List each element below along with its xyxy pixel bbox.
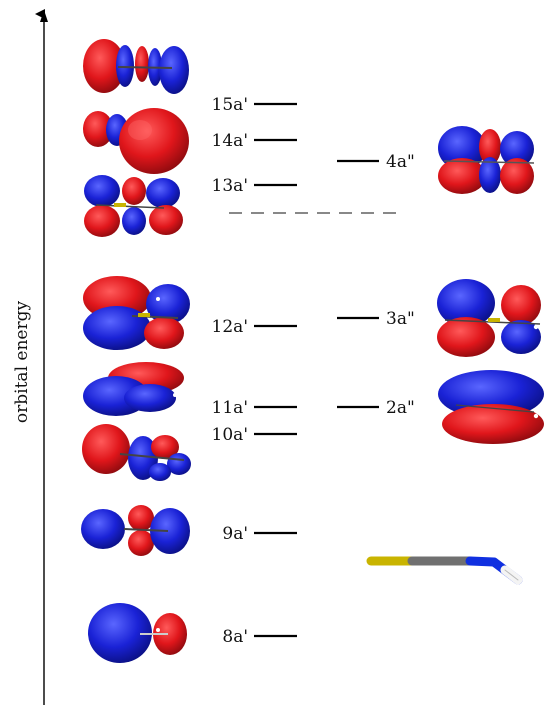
- level-label: 9a': [222, 524, 248, 544]
- level-label: 8a': [222, 627, 248, 647]
- level-15a-prime: 15a': [212, 95, 297, 115]
- level-label: 13a': [212, 176, 248, 196]
- level-label: 15a': [212, 95, 248, 115]
- orbital-15a-prime: [83, 39, 189, 94]
- level-10a-prime: 10a': [212, 425, 297, 445]
- molecule-model: [366, 556, 523, 585]
- orbital-2a-double-prime: [438, 370, 544, 444]
- a-prime-levels: 15a' 14a' 13a' 12a' 11a' 10a' 9a' 8a': [212, 95, 297, 647]
- level-label: 14a': [212, 131, 248, 151]
- level-label: 11a': [212, 398, 248, 418]
- orbital-3a-double-prime: [437, 279, 541, 357]
- orbital-8a-prime: [88, 603, 187, 663]
- level-3a-double-prime: 3a": [337, 309, 415, 329]
- orbital-14a-prime: [83, 108, 189, 174]
- level-label: 4a": [386, 152, 415, 172]
- level-8a-prime: 8a': [222, 627, 297, 647]
- orbital-13a-prime: [84, 175, 183, 237]
- energy-axis-arrow-icon: [40, 10, 48, 22]
- level-label: 3a": [386, 309, 415, 329]
- orbital-10a-prime: [82, 424, 191, 481]
- level-2a-double-prime: 2a": [337, 398, 415, 418]
- level-12a-prime: 12a': [212, 317, 297, 337]
- level-9a-prime: 9a': [222, 524, 297, 544]
- level-4a-double-prime: 4a": [337, 152, 415, 172]
- level-14a-prime: 14a': [212, 131, 297, 151]
- level-11a-prime: 11a': [212, 398, 297, 418]
- orbital-12a-prime: [83, 276, 190, 350]
- a-double-prime-levels: 4a" 3a" 2a": [337, 152, 415, 418]
- level-label: 2a": [386, 398, 415, 418]
- orbital-11a-prime: [83, 362, 184, 416]
- orbital-9a-prime: [81, 505, 190, 556]
- level-13a-prime: 13a': [212, 176, 297, 196]
- level-label: 10a': [212, 425, 248, 445]
- axis-label: orbital energy: [12, 301, 32, 424]
- level-label: 12a': [212, 317, 248, 337]
- orbital-4a-double-prime: [438, 126, 535, 194]
